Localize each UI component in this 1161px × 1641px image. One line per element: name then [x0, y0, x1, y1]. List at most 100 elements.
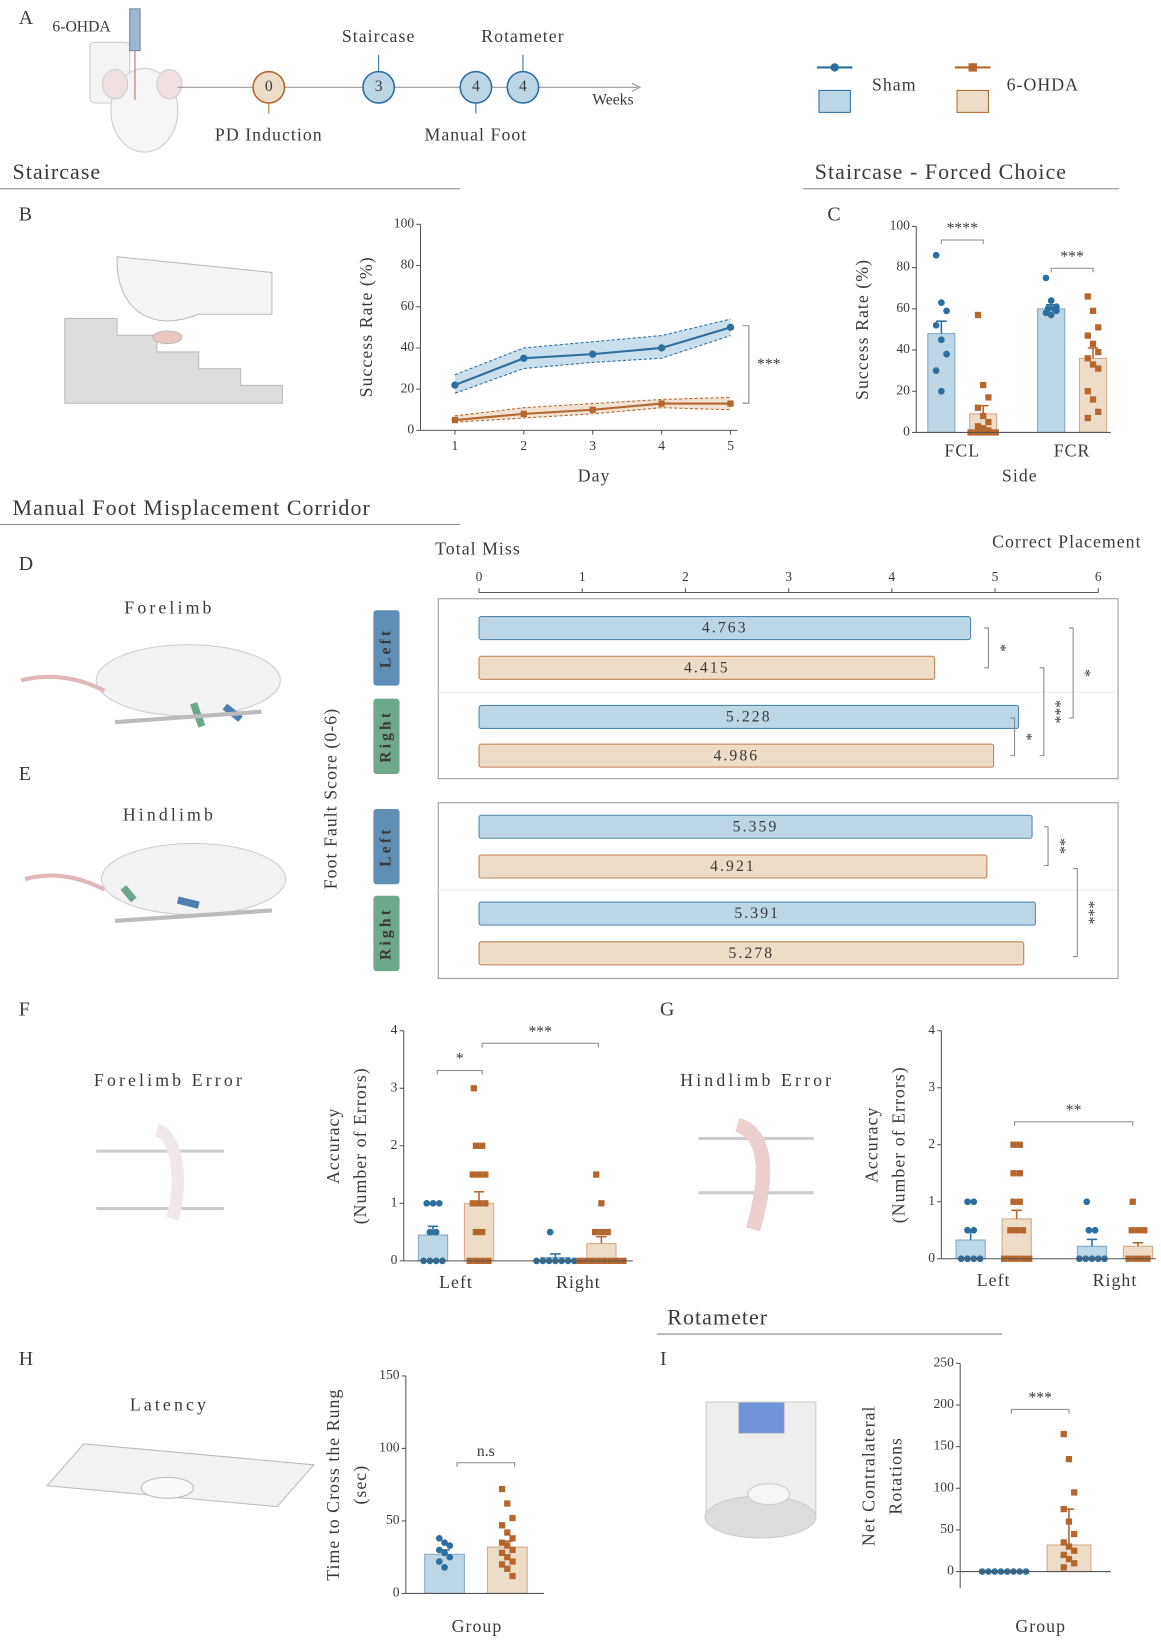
- x-tick-label: FCL: [944, 440, 980, 460]
- data-point: [471, 1085, 477, 1091]
- timeline-week: 4: [472, 78, 480, 95]
- rotameter-illustration: [705, 1402, 816, 1538]
- data-point: [1014, 1227, 1020, 1233]
- data-point: [476, 1171, 482, 1177]
- data-point: [938, 388, 945, 395]
- figure: ABCDEFGHIStaircaseStaircase - Forced Cho…: [0, 0, 1161, 1641]
- timeline-label: Rotameter: [481, 26, 564, 46]
- data-point: [943, 308, 950, 315]
- y-tick-label: 0: [393, 1585, 400, 1600]
- significance: ****: [947, 220, 979, 237]
- y-axis-label: Time to Cross the Rung: [323, 1389, 343, 1581]
- legend-marker: [830, 63, 838, 71]
- y-tick-label: 1: [391, 1194, 398, 1209]
- data-point: [598, 1200, 604, 1206]
- y-axis-label: Net Contralateral: [858, 1405, 878, 1546]
- x-tick-label: 2: [682, 569, 689, 584]
- x-axis-label: Side: [1002, 466, 1038, 486]
- data-point: [1090, 396, 1096, 402]
- y-tick-label: 0: [947, 1563, 954, 1578]
- x-tick-label: Left: [439, 1272, 473, 1292]
- legend-swatch: [957, 90, 988, 112]
- y-axis-label: Rotations: [885, 1437, 905, 1515]
- timeline-label: Manual Foot: [424, 125, 527, 145]
- data-point: [1095, 324, 1101, 330]
- y-tick-label: 60: [401, 298, 415, 313]
- x-tick-label: 1: [579, 569, 586, 584]
- y-tick-label: 0: [928, 1250, 935, 1265]
- data-point: [509, 1535, 515, 1541]
- data-point: [1095, 409, 1101, 415]
- y-tick-label: 100: [379, 1440, 400, 1455]
- panel-letter: G: [660, 998, 674, 1020]
- data-point: [1061, 1506, 1067, 1512]
- illustration-label: Latency: [130, 1394, 209, 1414]
- illustration-label: Hindlimb Error: [680, 1070, 834, 1090]
- significance: ***: [1080, 901, 1097, 925]
- section-title: Rotameter: [667, 1304, 768, 1329]
- rat-hindlimb: [25, 844, 285, 921]
- data-point: [592, 1229, 598, 1235]
- data-point: [436, 1558, 443, 1565]
- point: [452, 417, 458, 423]
- x-tick-label: 1: [452, 438, 459, 453]
- data-point: [1092, 1227, 1099, 1234]
- data-point: [1090, 341, 1096, 347]
- data-point: [423, 1200, 430, 1207]
- panel-letter: E: [19, 763, 31, 785]
- panel-letter: I: [660, 1348, 667, 1370]
- x-tick-label: 6: [1095, 569, 1102, 584]
- y-tick-label: 1: [928, 1193, 935, 1208]
- significance-bracket: [1011, 1409, 1069, 1413]
- data-point: [1010, 1199, 1016, 1205]
- data-point: [473, 1229, 479, 1235]
- y-axis-label: Foot Fault Score (0-6): [321, 708, 342, 889]
- point: [727, 400, 733, 406]
- data-point: [1017, 1199, 1023, 1205]
- data-point: [1095, 349, 1101, 355]
- x-tick-label: 4: [658, 438, 665, 453]
- data-point: [427, 1229, 434, 1236]
- data-point: [933, 252, 940, 259]
- data-point: [938, 336, 945, 343]
- legend-swatch: [819, 90, 850, 112]
- y-tick-label: 100: [394, 215, 415, 230]
- data-point: [964, 1198, 971, 1205]
- y-tick-label: 0: [903, 424, 910, 439]
- x-tick-label: 0: [476, 569, 483, 584]
- data-point: [964, 1227, 971, 1234]
- data-point: [509, 1515, 515, 1521]
- side-label: Left: [378, 826, 395, 866]
- bar: [928, 334, 955, 433]
- data-point: [479, 1229, 485, 1235]
- y-tick-label: 40: [401, 339, 415, 354]
- side-label: Right: [378, 907, 395, 960]
- significance: ***: [1060, 248, 1084, 265]
- data-point: [1017, 1142, 1023, 1148]
- panel-letter: B: [19, 204, 32, 226]
- data-point: [980, 382, 986, 388]
- data-point: [970, 1227, 977, 1234]
- x-tick-label: 2: [520, 438, 527, 453]
- y-tick-label: 2: [391, 1137, 398, 1152]
- panel-letter: A: [19, 7, 34, 29]
- y-axis-label: Success Rate (%): [356, 256, 377, 397]
- latency-illustration: [47, 1444, 314, 1507]
- y-tick-label: 200: [934, 1396, 955, 1411]
- y-axis-label: Accuracy: [323, 1108, 343, 1184]
- significance: ***: [757, 356, 781, 373]
- data-point: [933, 367, 940, 374]
- side-label: Left: [378, 628, 395, 668]
- data-point: [1020, 1227, 1026, 1233]
- x-axis-label: Day: [578, 466, 611, 486]
- section-title: Manual Foot Misplacement Corridor: [13, 495, 371, 520]
- data-point: [1130, 1199, 1136, 1205]
- panel-letter: C: [827, 204, 840, 226]
- bar: [1038, 309, 1065, 433]
- data-point: [1066, 1456, 1072, 1462]
- y-tick-label: 50: [940, 1521, 954, 1536]
- data-point: [547, 1229, 554, 1236]
- limb-error-illustrations: [96, 1125, 814, 1230]
- data-point: [1071, 1489, 1077, 1495]
- bar: [425, 1554, 465, 1593]
